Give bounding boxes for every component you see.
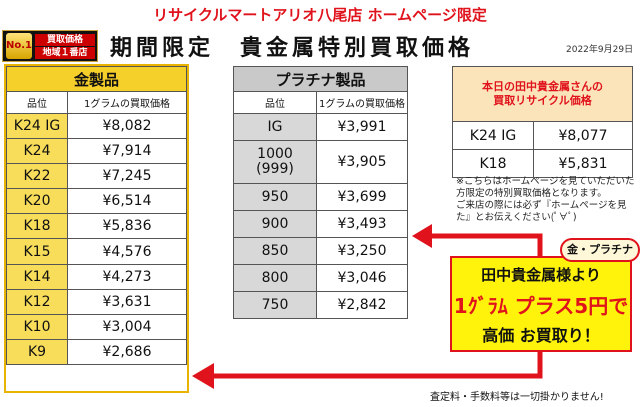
gold-price-cell: ¥4,273 [67, 263, 187, 290]
platinum-price-table: プラチナ製品 品位 1グラムの買取価格 IG ¥3,991 1000 (999) ¥3… [233, 66, 408, 319]
gold-price-cell: ¥7,245 [67, 163, 187, 190]
gold-platinum-pill: 金・プラチナ [560, 238, 640, 262]
notice-line2: ご来店の際には必ず『ホームページを見た』とお伝えください(ﾟ∀ﾟ) [456, 200, 627, 223]
date-label: 2022年9月29日 [566, 45, 634, 55]
tanaka-grade-cell: K24 IG [452, 121, 534, 150]
platinum-row: 850 ¥3,250 [233, 237, 408, 265]
gold-grade-cell: K15 [6, 238, 68, 265]
tanaka-caption-line2: 買取リサイクル価格 [493, 94, 592, 107]
platinum-grade-cell: 1000 (999) [233, 140, 317, 184]
platinum-row: 1000 (999) ¥3,905 [233, 140, 408, 184]
platinum-row: 750 ¥2,842 [233, 291, 408, 319]
promo-line2: 1ｸﾞﾗﾑ プラス5円で [453, 294, 629, 318]
gold-price-cell: ¥6,514 [67, 188, 187, 215]
platinum-price-cell: ¥3,699 [316, 183, 408, 211]
gold-price-cell: ¥4,576 [67, 238, 187, 265]
page-title: 期間限定 貴金属特別買取価格 [110, 36, 475, 61]
tanaka-price-cell: ¥8,077 [533, 121, 633, 150]
gold-row: K22 ¥7,245 [6, 163, 187, 190]
gold-col-grade: 品位 [6, 91, 68, 114]
gold-row: K14 ¥4,273 [6, 263, 187, 290]
gold-col-price: 1グラムの買取価格 [67, 91, 187, 114]
gold-table-frame [4, 64, 189, 393]
gold-grade-cell: K12 [6, 288, 68, 315]
platinum-price-cell: ¥3,905 [316, 140, 408, 184]
gold-row: K24 ¥7,914 [6, 138, 187, 165]
notice-text: ※こちらはホームページを見ていただいた方限定の特別買取価格となります。 ご来店の… [456, 176, 638, 224]
arrow-to-gold-icon [212, 352, 543, 379]
gold-grade-cell: K9 [6, 338, 68, 365]
promo-line3: 高価 お買取り！ [482, 326, 600, 345]
platinum-grade-cell: 900 [233, 210, 317, 238]
arrow-head-gold-icon [192, 363, 214, 389]
gold-price-cell: ¥5,836 [67, 213, 187, 240]
tanaka-table-caption: 本日の田中貴金属さんの 買取リサイクル価格 [452, 66, 633, 122]
tanaka-caption-line1: 本日の田中貴金属さんの [482, 80, 603, 93]
gold-row: K12 ¥3,631 [6, 288, 187, 315]
no1-medal-icon: No.1 [6, 33, 32, 59]
gold-row: K9 ¥2,686 [6, 338, 187, 365]
promo-box: 田中貴金属様より 1ｸﾞﾗﾑ プラス5円で 高価 お買取り！ [450, 256, 632, 352]
store-banner: リサイクルマートアリオ八尾店 ホームページ限定 [153, 6, 487, 24]
footer-note: 査定料・手数料等は一切掛かりません! [430, 392, 604, 403]
platinum-price-cell: ¥3,991 [316, 113, 408, 141]
gold-price-cell: ¥8,082 [67, 112, 187, 140]
tanaka-row: K18 ¥5,831 [452, 149, 633, 178]
gold-price-table: 金製品 品位 1グラムの買取価格 K24 IG ¥8,082 K24 ¥7,914 K2… [6, 66, 187, 365]
platinum-grade-cell: 800 [233, 264, 317, 292]
gold-grade-cell: K10 [6, 313, 68, 340]
notice-line1: ※こちらはホームページを見ていただいた方限定の特別買取価格となります。 [456, 176, 635, 199]
gold-row: K10 ¥3,004 [6, 313, 187, 340]
gold-price-cell: ¥3,631 [67, 288, 187, 315]
gold-grade-cell: K24 [6, 138, 68, 165]
platinum-row: IG ¥3,991 [233, 113, 408, 141]
promo-line1: 田中貴金属様より [481, 266, 601, 284]
tanaka-price-cell: ¥5,831 [533, 149, 633, 178]
badge-line1: 買取価格 [35, 34, 95, 46]
gold-row: K18 ¥5,836 [6, 213, 187, 240]
no1-badge: No.1 買取価格 地域１番店 [2, 30, 98, 62]
platinum-price-cell: ¥3,046 [316, 264, 408, 292]
tanaka-grade-cell: K18 [452, 149, 534, 178]
gold-price-cell: ¥2,686 [67, 338, 187, 365]
platinum-grade-cell: 750 [233, 291, 317, 319]
badge-line2: 地域１番店 [35, 47, 95, 59]
tanaka-row: K24 IG ¥8,077 [452, 121, 633, 150]
arrow-to-platinum-icon [430, 233, 543, 258]
platinum-row: 800 ¥3,046 [233, 264, 408, 292]
gold-price-cell: ¥3,004 [67, 313, 187, 340]
platinum-price-cell: ¥2,842 [316, 291, 408, 319]
platinum-table-caption: プラチナ製品 [233, 66, 408, 92]
gold-row: K15 ¥4,576 [6, 238, 187, 265]
platinum-col-price: 1グラムの買取価格 [316, 91, 408, 114]
arrow-head-platinum-icon [412, 224, 432, 248]
gold-grade-cell: K18 [6, 213, 68, 240]
platinum-grade-cell: IG [233, 113, 317, 141]
gold-price-cell: ¥7,914 [67, 138, 187, 165]
tanaka-price-table: 本日の田中貴金属さんの 買取リサイクル価格 K24 IG ¥8,077 K18 ¥5,… [452, 66, 633, 178]
